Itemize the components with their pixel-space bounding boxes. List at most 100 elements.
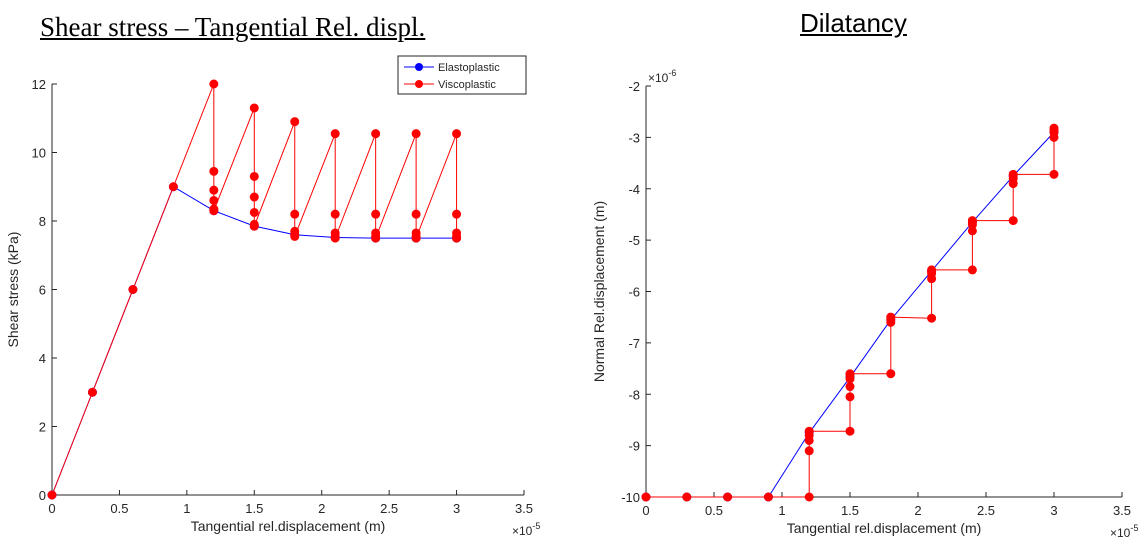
y-tick-label: -8: [628, 387, 640, 402]
series-1-point: [846, 370, 854, 378]
x-axis-label: Tangential rel.displacement (m): [191, 518, 386, 534]
series-1-point: [968, 217, 976, 225]
x-exponent-power: -5: [1130, 523, 1138, 533]
series-1-point: [372, 130, 380, 138]
series-line-0: [646, 132, 1054, 497]
series-line-1: [52, 84, 457, 495]
series-1-point: [724, 493, 732, 501]
series-1-point: [210, 196, 218, 204]
series-1-point: [250, 172, 258, 180]
series-1-point: [1009, 217, 1017, 225]
series-1-point: [291, 118, 299, 126]
series-1-point: [210, 207, 218, 215]
x-tick-label: 0: [642, 503, 649, 518]
y-tick-label: 8: [39, 214, 46, 229]
series-1-point: [291, 232, 299, 240]
series-1-point: [250, 193, 258, 201]
y-axis-label: Normal Rel.displacement (m): [591, 201, 607, 382]
x-exponent-power: -5: [532, 521, 540, 531]
x-tick-label: 2: [914, 503, 921, 518]
shear-stress-chart: 0 0.5 1 1.5 2 2.5 3 3.5 0 2 4 6 8 10 12 Tangential rel.…: [5, 56, 540, 538]
series-1-point: [764, 493, 772, 501]
x-exponent-label: ×10-5: [1110, 523, 1138, 540]
legend-marker-0: [415, 63, 423, 71]
x-tick-label: 1: [183, 501, 190, 516]
x-tick-label: 3: [1050, 503, 1057, 518]
x-tick-label: 1.5: [245, 501, 263, 516]
series-1-point: [805, 447, 813, 455]
y-tick-label: 4: [39, 351, 46, 366]
series-1-point: [48, 491, 56, 499]
y-tick-label: 10: [32, 146, 46, 161]
x-tick-label: 0.5: [705, 503, 723, 518]
y-tick-label: -4: [628, 182, 640, 197]
y-tick-label: 6: [39, 283, 46, 298]
series-line-1: [646, 128, 1054, 497]
series-1-point: [412, 234, 420, 242]
series-1-point: [928, 314, 936, 322]
series-1-point: [210, 186, 218, 194]
series-1-point: [331, 210, 339, 218]
y-tick-label: -5: [628, 233, 640, 248]
series-1-point: [250, 208, 258, 216]
series-1-point: [331, 234, 339, 242]
series-1-point: [968, 266, 976, 274]
series-1-point: [642, 493, 650, 501]
y-exponent-power: -6: [668, 68, 676, 78]
series-1-point: [846, 427, 854, 435]
x-tick-label: 3: [453, 501, 460, 516]
series-1-point: [805, 493, 813, 501]
series-1-point: [250, 104, 258, 112]
x-tick-label: 1: [778, 503, 785, 518]
series-1-point: [331, 130, 339, 138]
legend-label-0: Elastoplastic: [438, 62, 500, 74]
x-exponent-label: ×10-5: [512, 521, 540, 538]
series-1-point: [372, 210, 380, 218]
series-1-point: [210, 80, 218, 88]
dilatancy-chart: 0 0.5 1 1.5 2 2.5 3 3.5 -10 -9 -8 -7 -6 -5 -4 -3 -2 Tange…: [591, 68, 1138, 540]
series-1-point: [846, 383, 854, 391]
series-1-point: [412, 130, 420, 138]
legend-label-1: Viscoplastic: [438, 79, 496, 91]
x-tick-label: 2.5: [380, 501, 398, 516]
series-1-point: [372, 234, 380, 242]
x-axis-label: Tangential rel.displacement (m): [787, 520, 982, 536]
series-1-point: [169, 183, 177, 191]
x-tick-label: 2.5: [977, 503, 995, 518]
series-1-point: [210, 167, 218, 175]
series-1-point: [887, 370, 895, 378]
series-1-point: [683, 493, 691, 501]
y-tick-label: 0: [39, 488, 46, 503]
series-1-point: [805, 427, 813, 435]
x-tick-label: 2: [318, 501, 325, 516]
y-tick-label: -10: [621, 490, 640, 505]
y-exponent-label: ×10-6: [648, 68, 676, 85]
x-tick-label: 1.5: [841, 503, 859, 518]
series-1-point: [250, 222, 258, 230]
legend-marker-1: [415, 80, 423, 88]
x-tick-label: 0: [48, 501, 55, 516]
x-tick-label: 3.5: [515, 501, 533, 516]
y-tick-label: -9: [628, 439, 640, 454]
series-1-point: [887, 313, 895, 321]
series-1-point: [1050, 170, 1058, 178]
y-tick-label: -7: [628, 336, 640, 351]
y-tick-label: -2: [628, 79, 640, 94]
series-1-point: [1009, 170, 1017, 178]
series-1-point: [291, 210, 299, 218]
x-tick-label: 0.5: [110, 501, 128, 516]
y-tick-label: 2: [39, 420, 46, 435]
series-1-point: [846, 393, 854, 401]
y-tick-label: 12: [32, 77, 46, 92]
y-axis-label: Shear stress (kPa): [5, 232, 21, 348]
x-tick-label: 3.5: [1113, 503, 1131, 518]
series-1-point: [129, 286, 137, 294]
series-1-point: [1050, 124, 1058, 132]
series-1-point: [453, 210, 461, 218]
y-tick-label: -3: [628, 130, 640, 145]
y-tick-label: -6: [628, 285, 640, 300]
series-1-point: [453, 234, 461, 242]
series-1-point: [928, 266, 936, 274]
series-1-point: [453, 130, 461, 138]
